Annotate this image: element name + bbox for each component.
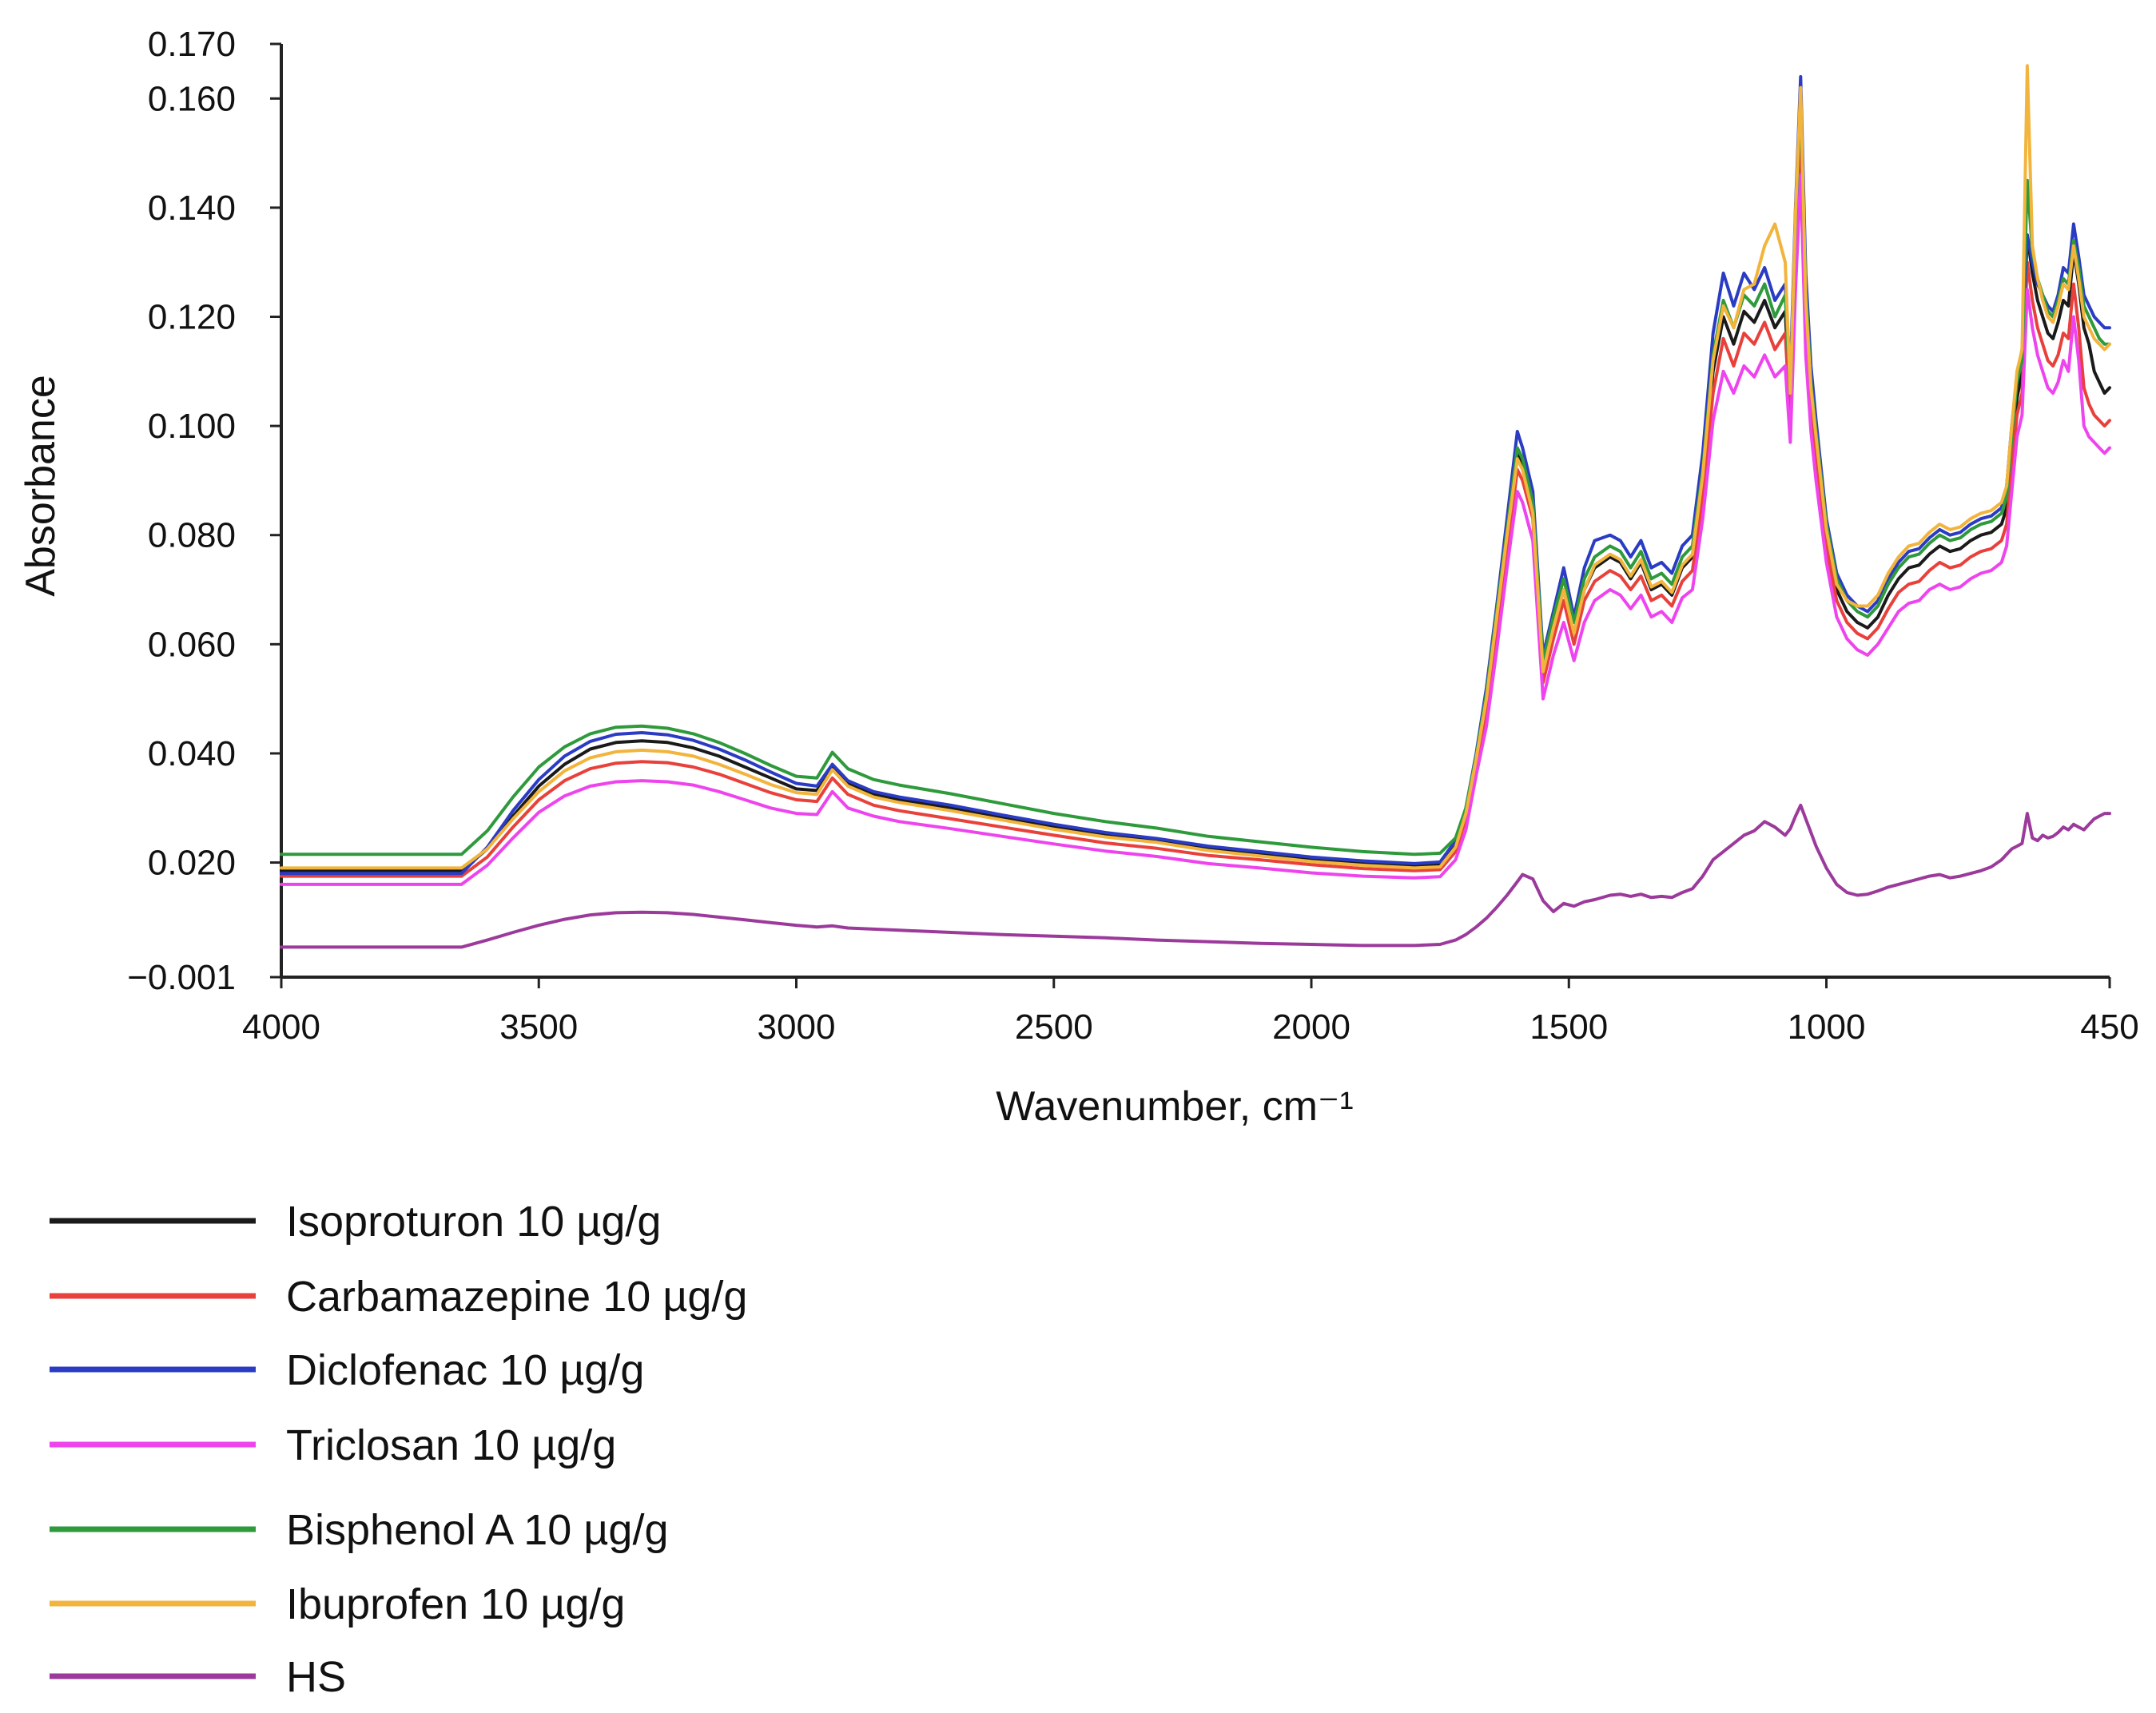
y-tick-label: 0.160	[148, 79, 236, 118]
x-tick-label: 1000	[1788, 1008, 1866, 1047]
y-ticks: −0.001 0.020 0.040 0.060 0.080 0.100 0.120 0.14…	[127, 25, 281, 997]
y-tick-label: 0.020	[148, 844, 236, 883]
series-line-1	[280, 140, 2111, 878]
x-tick-label: 2000	[1272, 1008, 1350, 1047]
x-tick-label: 2500	[1015, 1008, 1093, 1047]
y-tick-label: 0.040	[148, 734, 236, 773]
x-tick-label: 1500	[1529, 1008, 1608, 1047]
legend-label: Carbamazepine 10 µg/g	[286, 1273, 747, 1321]
series-line-5	[280, 64, 2111, 870]
series-line-6	[280, 803, 2111, 949]
y-tick-label: 0.060	[148, 625, 236, 664]
y-tick-label: 0.170	[148, 25, 236, 64]
plot-series	[280, 64, 2111, 949]
y-axis-label: Absorbance	[18, 375, 64, 597]
axes	[280, 44, 2110, 979]
series-line-3	[280, 173, 2111, 886]
series-line-4	[280, 97, 2111, 856]
legend-label: Bisphenol A 10 µg/g	[286, 1506, 669, 1554]
x-tick-label: 3500	[499, 1008, 578, 1047]
x-axis-label: Wavenumber, cm⁻¹	[996, 1083, 1353, 1130]
y-tick-label: 0.100	[148, 407, 236, 446]
legend: Isoproturon 10 µg/g Carbamazepine 10 µg/g…	[50, 1198, 747, 1701]
y-tick-label: 0.140	[148, 189, 236, 228]
series-line-0	[280, 108, 2111, 872]
x-tick-label: 450	[2080, 1008, 2138, 1047]
legend-label: Diclofenac 10 µg/g	[286, 1346, 644, 1394]
x-tick-label: 3000	[758, 1008, 836, 1047]
legend-label: Triclosan 10 µg/g	[286, 1421, 616, 1469]
legend-label: HS	[286, 1653, 346, 1701]
y-tick-label: 0.120	[148, 298, 236, 337]
legend-label: Isoproturon 10 µg/g	[286, 1198, 661, 1246]
y-tick-label: 0.080	[148, 516, 236, 555]
x-ticks: 4000 3500 3000 2500 2000 1500 1000 450	[242, 977, 2139, 1047]
x-tick-label: 4000	[242, 1008, 320, 1047]
legend-label: Ibuprofen 10 µg/g	[286, 1580, 625, 1628]
y-tick-label: −0.001	[127, 958, 236, 997]
